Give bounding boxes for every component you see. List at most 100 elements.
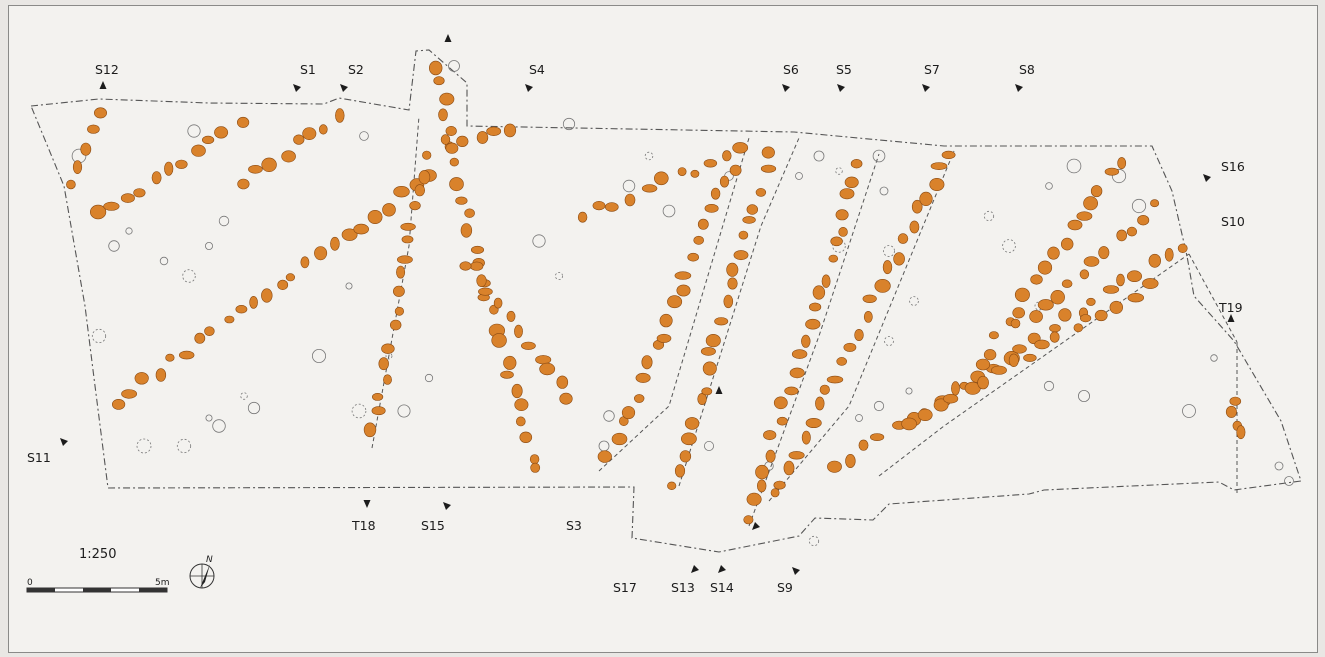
empty-feature [187, 124, 201, 138]
post-hole [843, 342, 857, 352]
post-hole [314, 246, 328, 261]
post-hole [722, 150, 732, 162]
empty-feature [1284, 476, 1294, 486]
empty-feature [159, 256, 169, 266]
post-hole [1150, 199, 1160, 208]
post-hole [179, 350, 195, 360]
empty-feature [311, 348, 326, 363]
post-hole [155, 368, 167, 382]
section-label-s8: S8 [1019, 62, 1035, 77]
post-hole [515, 416, 526, 427]
post-hole [409, 201, 421, 211]
empty-feature [1210, 354, 1218, 362]
post-hole [476, 274, 487, 288]
post-hole [1029, 310, 1043, 323]
post-hole [1083, 256, 1100, 267]
post-hole [710, 187, 721, 200]
post-hole [791, 349, 808, 359]
post-hole [1225, 405, 1237, 418]
post-hole [277, 279, 289, 291]
post-hole [882, 260, 893, 275]
post-hole [893, 252, 905, 266]
empty-feature [1111, 168, 1127, 184]
empty-feature [1002, 239, 1016, 253]
post-hole [674, 464, 686, 478]
empty-feature [218, 215, 230, 227]
empty-feature [883, 245, 895, 257]
section-label-s1: S1 [300, 62, 316, 77]
empty-feature [136, 438, 152, 454]
post-hole [281, 150, 296, 163]
post-hole [705, 334, 721, 348]
post-hole [94, 107, 108, 119]
empty-feature [813, 150, 825, 162]
empty-feature [1131, 198, 1147, 214]
post-hole [641, 355, 653, 370]
empty-feature [795, 172, 803, 180]
post-hole [459, 261, 472, 271]
post-hole [917, 408, 933, 422]
post-hole [805, 417, 822, 428]
section-label-s17: S17 [613, 580, 637, 595]
post-hole [493, 297, 503, 309]
post-hole [801, 430, 811, 445]
section-label-s9: S9 [777, 580, 793, 595]
empty-feature [909, 296, 919, 306]
section-label-s11: S11 [27, 450, 51, 465]
post-hole [1060, 237, 1074, 251]
post-hole [761, 146, 775, 159]
post-hole [911, 199, 923, 214]
empty-feature [125, 227, 133, 235]
post-holes [66, 60, 1246, 525]
empty-feature [448, 60, 460, 72]
section-arrow-icon [922, 84, 930, 92]
section-arrow-icon [60, 438, 68, 446]
post-hole [293, 134, 305, 145]
post-hole [396, 265, 406, 279]
post-hole [901, 417, 917, 431]
post-hole [1058, 308, 1072, 322]
post-hole [835, 209, 849, 221]
post-hole [1090, 185, 1103, 198]
section-arrow-icon [752, 522, 760, 530]
post-hole [371, 406, 386, 416]
post-hole [577, 211, 588, 223]
post-hole [330, 236, 340, 251]
post-hole [1012, 307, 1026, 319]
post-hole [175, 159, 188, 169]
post-hole [261, 157, 277, 173]
post-hole [1049, 324, 1061, 333]
post-hole [535, 355, 552, 365]
post-hole [1014, 287, 1030, 302]
post-hole [445, 126, 457, 137]
post-hole [414, 184, 425, 197]
section-arrow-icon [718, 565, 726, 573]
empty-feature [835, 167, 843, 175]
north-label: N [206, 555, 213, 565]
post-hole [382, 203, 396, 217]
empty-feature [351, 403, 367, 419]
section-label-s15: S15 [421, 518, 445, 533]
post-hole [191, 144, 206, 157]
post-hole [529, 454, 540, 465]
empty-feature [808, 535, 820, 547]
post-hole [164, 161, 174, 176]
post-hole [506, 310, 516, 322]
post-hole [470, 261, 484, 271]
post-hole [704, 203, 719, 213]
post-hole [165, 353, 175, 362]
post-hole [1076, 211, 1093, 221]
post-hole [261, 288, 273, 303]
empty-feature [247, 401, 261, 415]
empty-feature [622, 179, 636, 193]
post-hole [677, 167, 687, 176]
post-hole [1030, 274, 1043, 285]
north-arrow-icon: N [189, 555, 215, 589]
post-hole [449, 177, 464, 192]
post-hole [723, 294, 734, 309]
post-hole [697, 218, 709, 230]
post-hole [1177, 243, 1188, 254]
post-hole [1098, 246, 1110, 260]
post-hole [788, 451, 805, 460]
post-hole [72, 160, 83, 174]
